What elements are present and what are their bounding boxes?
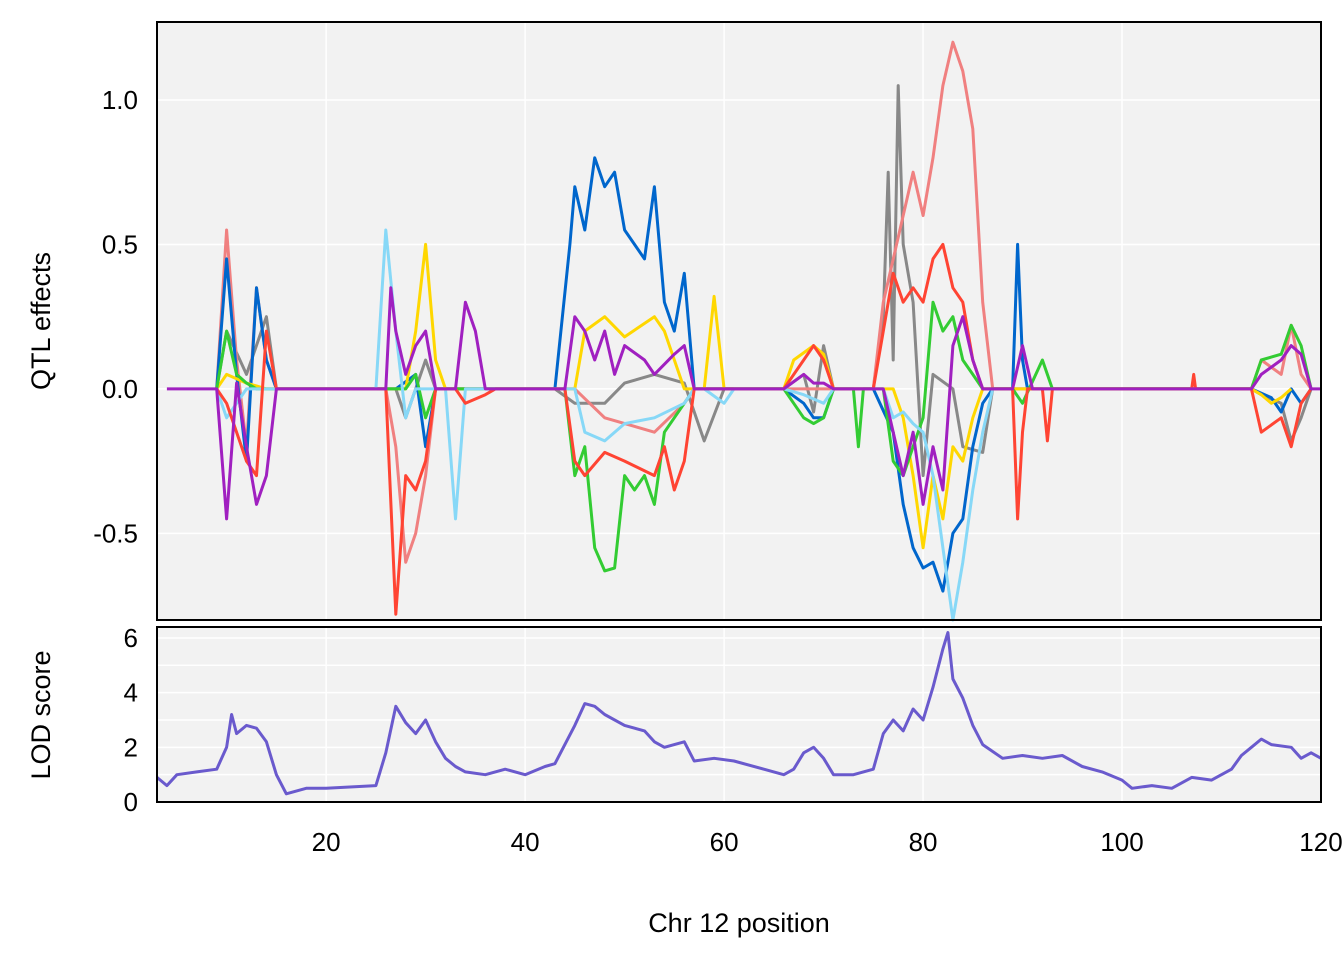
effects-y-tick-1: 0.5 xyxy=(102,229,138,259)
lod-y-tick-1: 4 xyxy=(124,678,138,708)
effects-series-line-7 xyxy=(166,286,1321,521)
lod-y-tick-3: 0 xyxy=(124,787,138,817)
effects-series-line-0 xyxy=(215,84,1313,478)
lod-panel-frame xyxy=(156,626,1322,803)
x-tick-1: 40 xyxy=(511,827,540,857)
lod-panel-background xyxy=(157,627,1321,802)
effects-y-tick-3: -0.5 xyxy=(93,518,138,548)
effects-panel-background xyxy=(157,22,1321,620)
lod-series-line-0 xyxy=(156,631,1322,796)
effects-panel-frame xyxy=(156,21,1322,621)
lod-series-group xyxy=(156,631,1322,796)
effects-y-tick-2: 0.0 xyxy=(102,374,138,404)
x-tick-labels: 20 40 60 80 100 120 xyxy=(312,827,1343,857)
lod-y-tick-2: 2 xyxy=(124,732,138,762)
lod-y-tick-0: 6 xyxy=(124,623,138,653)
x-tick-5: 120 xyxy=(1299,827,1342,857)
lod-gridlines xyxy=(157,627,1321,802)
effects-series-line-6 xyxy=(215,242,1313,616)
x-axis-title: Chr 12 position xyxy=(648,908,830,938)
effects-y-axis-title: QTL effects xyxy=(26,252,56,390)
effects-series-group xyxy=(166,40,1321,622)
effects-y-tick-0: 1.0 xyxy=(102,85,138,115)
effects-panel: 1.0 0.5 0.0 -0.5 QTL effects xyxy=(26,21,1322,622)
lod-y-tick-labels: 6 4 2 0 xyxy=(124,623,138,817)
lod-panel: 6 4 2 0 LOD score xyxy=(26,623,1322,817)
x-tick-2: 60 xyxy=(710,827,739,857)
effects-gridlines xyxy=(157,22,1321,620)
x-tick-0: 20 xyxy=(312,827,341,857)
x-tick-4: 100 xyxy=(1100,827,1143,857)
x-tick-3: 80 xyxy=(909,827,938,857)
lod-y-axis-title: LOD score xyxy=(26,650,56,779)
effects-y-tick-labels: 1.0 0.5 0.0 -0.5 xyxy=(93,85,138,548)
